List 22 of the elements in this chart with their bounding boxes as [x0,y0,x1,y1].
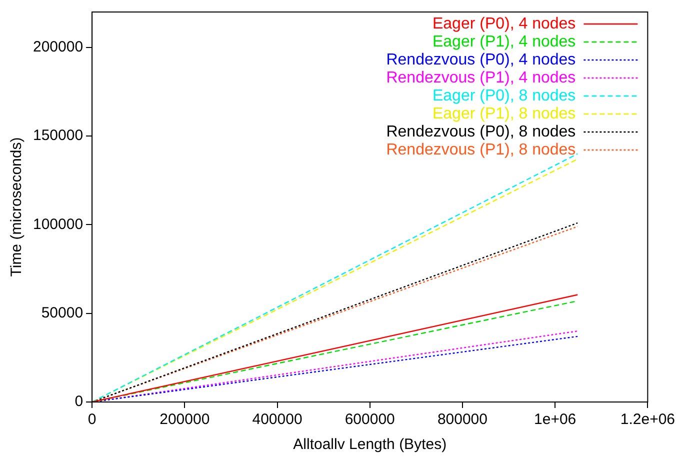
y-tick-label: 150000 [32,127,84,144]
legend-label: Rendezvous (P0), 4 nodes [386,51,576,68]
legend-label: Eager (P0), 8 nodes [432,87,576,104]
x-tick-label: 400000 [252,411,302,428]
x-axis-title: Alltoallv Length (Bytes) [293,436,447,454]
x-tick-label: 200000 [160,411,210,428]
x-tick-label: 800000 [437,411,488,428]
legend-label: Eager (P0), 4 nodes [432,15,576,32]
y-tick-label: 0 [74,393,84,410]
legend-label: Rendezvous (P1), 4 nodes [386,69,576,86]
x-tick-label: 600000 [344,411,395,428]
y-tick-label: 50000 [41,304,84,322]
legend-label: Rendezvous (P1), 8 nodes [386,141,576,158]
y-axis-title: Time (microseconds) [8,137,26,277]
x-tick-label: 0 [88,411,96,428]
y-tick-label: 100000 [32,216,84,233]
legend-label: Rendezvous (P0), 8 nodes [386,123,576,140]
y-tick-label: 200000 [32,38,84,56]
legend-label: Eager (P1), 8 nodes [432,105,576,122]
legend-label: Eager (P1), 4 nodes [432,33,576,50]
x-tick-label: 1.2e+06 [620,411,675,428]
x-tick-label: 1e+06 [534,411,576,428]
